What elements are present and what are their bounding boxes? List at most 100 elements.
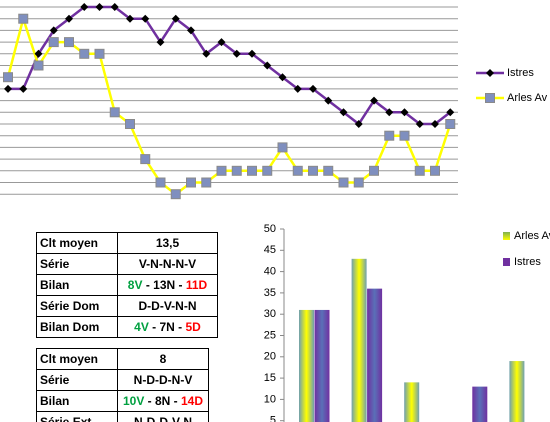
series-line: [8, 5, 452, 126]
marker: [19, 84, 28, 93]
row-value: 8V - 13N - 11D: [117, 274, 218, 296]
row-value: N-D-D-V-N: [117, 411, 209, 422]
row-label: Série Ext: [36, 411, 118, 422]
series-line: [6, 14, 452, 196]
marker: [385, 108, 394, 117]
marker: [4, 84, 12, 93]
y-tick-label: 20: [264, 351, 276, 363]
row: Bilan 10V - 8N - 14D: [36, 390, 209, 412]
bar: [367, 288, 383, 422]
row-label: Série: [36, 369, 118, 391]
marker: [187, 26, 195, 35]
marker: [3, 72, 13, 83]
marker: [95, 3, 104, 11]
marker: [48, 37, 59, 48]
marker: [65, 14, 73, 23]
marker: [415, 120, 424, 128]
value-part: - 13N -: [142, 278, 186, 292]
marker: [109, 107, 120, 118]
marker: [354, 120, 363, 128]
marker: [309, 84, 317, 93]
marker: [64, 37, 74, 48]
legend-label: Istres: [514, 256, 541, 268]
marker: [80, 3, 89, 11]
marker: [186, 177, 196, 188]
bar: [299, 309, 314, 422]
bar: [472, 386, 488, 422]
marker: [201, 177, 212, 188]
marker: [262, 165, 273, 176]
y-tick-label: 15: [264, 372, 276, 384]
marker: [384, 130, 395, 141]
row-label: Clt moyen: [36, 232, 118, 254]
marker: [33, 60, 44, 71]
marker: [217, 38, 226, 47]
marker: [126, 14, 134, 23]
legend-swatch: [503, 258, 510, 266]
marker: [202, 49, 211, 58]
marker: [278, 73, 287, 82]
marker: [400, 108, 409, 117]
row: Bilan 8V - 13N - 11D: [36, 274, 218, 296]
marker: [18, 13, 29, 24]
marker: [324, 96, 333, 105]
row-label: Clt moyen: [36, 348, 118, 370]
row-label: Bilan Dom: [36, 316, 118, 338]
row: Clt moyen 8: [36, 348, 209, 370]
row-value: D-D-V-N-N: [117, 295, 218, 317]
bar: [404, 382, 420, 422]
marker: [414, 165, 425, 176]
marker: [263, 61, 272, 70]
marker: [338, 177, 349, 188]
marker: [231, 165, 242, 176]
row-value: 4V - 7N - 5D: [117, 316, 218, 338]
marker: [79, 48, 90, 59]
y-tick-label: 45: [264, 244, 276, 256]
row-label: Série: [36, 253, 118, 275]
row: Série Dom D-D-V-N-N: [36, 295, 218, 317]
y-tick-label: 30: [264, 308, 276, 320]
marker: [216, 165, 227, 176]
value-part: 14D: [181, 394, 204, 408]
bar: [314, 309, 330, 422]
row: Série N-D-D-N-V: [36, 369, 209, 391]
marker: [125, 119, 135, 129]
legend-marker: [485, 93, 495, 103]
marker: [170, 189, 181, 200]
marker: [446, 108, 455, 117]
marker: [155, 177, 166, 188]
bar: [509, 361, 525, 422]
row-value: 8: [117, 348, 209, 370]
marker: [370, 96, 378, 105]
marker: [339, 108, 348, 117]
marker: [353, 177, 364, 188]
legend-marker: [486, 69, 494, 77]
bar: [351, 258, 367, 422]
row: Série Ext N-D-D-V-N: [36, 411, 209, 422]
row-label: Série Dom: [36, 295, 118, 317]
value-part: 10V: [122, 394, 145, 408]
marker: [156, 38, 165, 47]
marker: [431, 120, 439, 128]
marker: [94, 48, 105, 59]
marker: [141, 14, 150, 23]
y-tick-label: 50: [264, 223, 276, 235]
marker: [369, 165, 379, 176]
marker: [399, 130, 410, 141]
marker: [248, 49, 256, 58]
value-part: 4V: [134, 320, 149, 334]
marker: [232, 49, 241, 58]
legend-label: Arles Av: [507, 92, 548, 104]
marker: [140, 154, 151, 165]
y-tick-label: 5: [270, 415, 276, 422]
marker: [277, 142, 288, 153]
value-part: 5D: [185, 320, 201, 334]
marker: [323, 165, 334, 176]
marker: [445, 119, 456, 129]
marker: [308, 165, 318, 176]
marker: [430, 165, 440, 176]
marker: [171, 14, 180, 23]
row-value: N-D-D-N-V: [117, 369, 209, 391]
marker: [49, 26, 58, 35]
